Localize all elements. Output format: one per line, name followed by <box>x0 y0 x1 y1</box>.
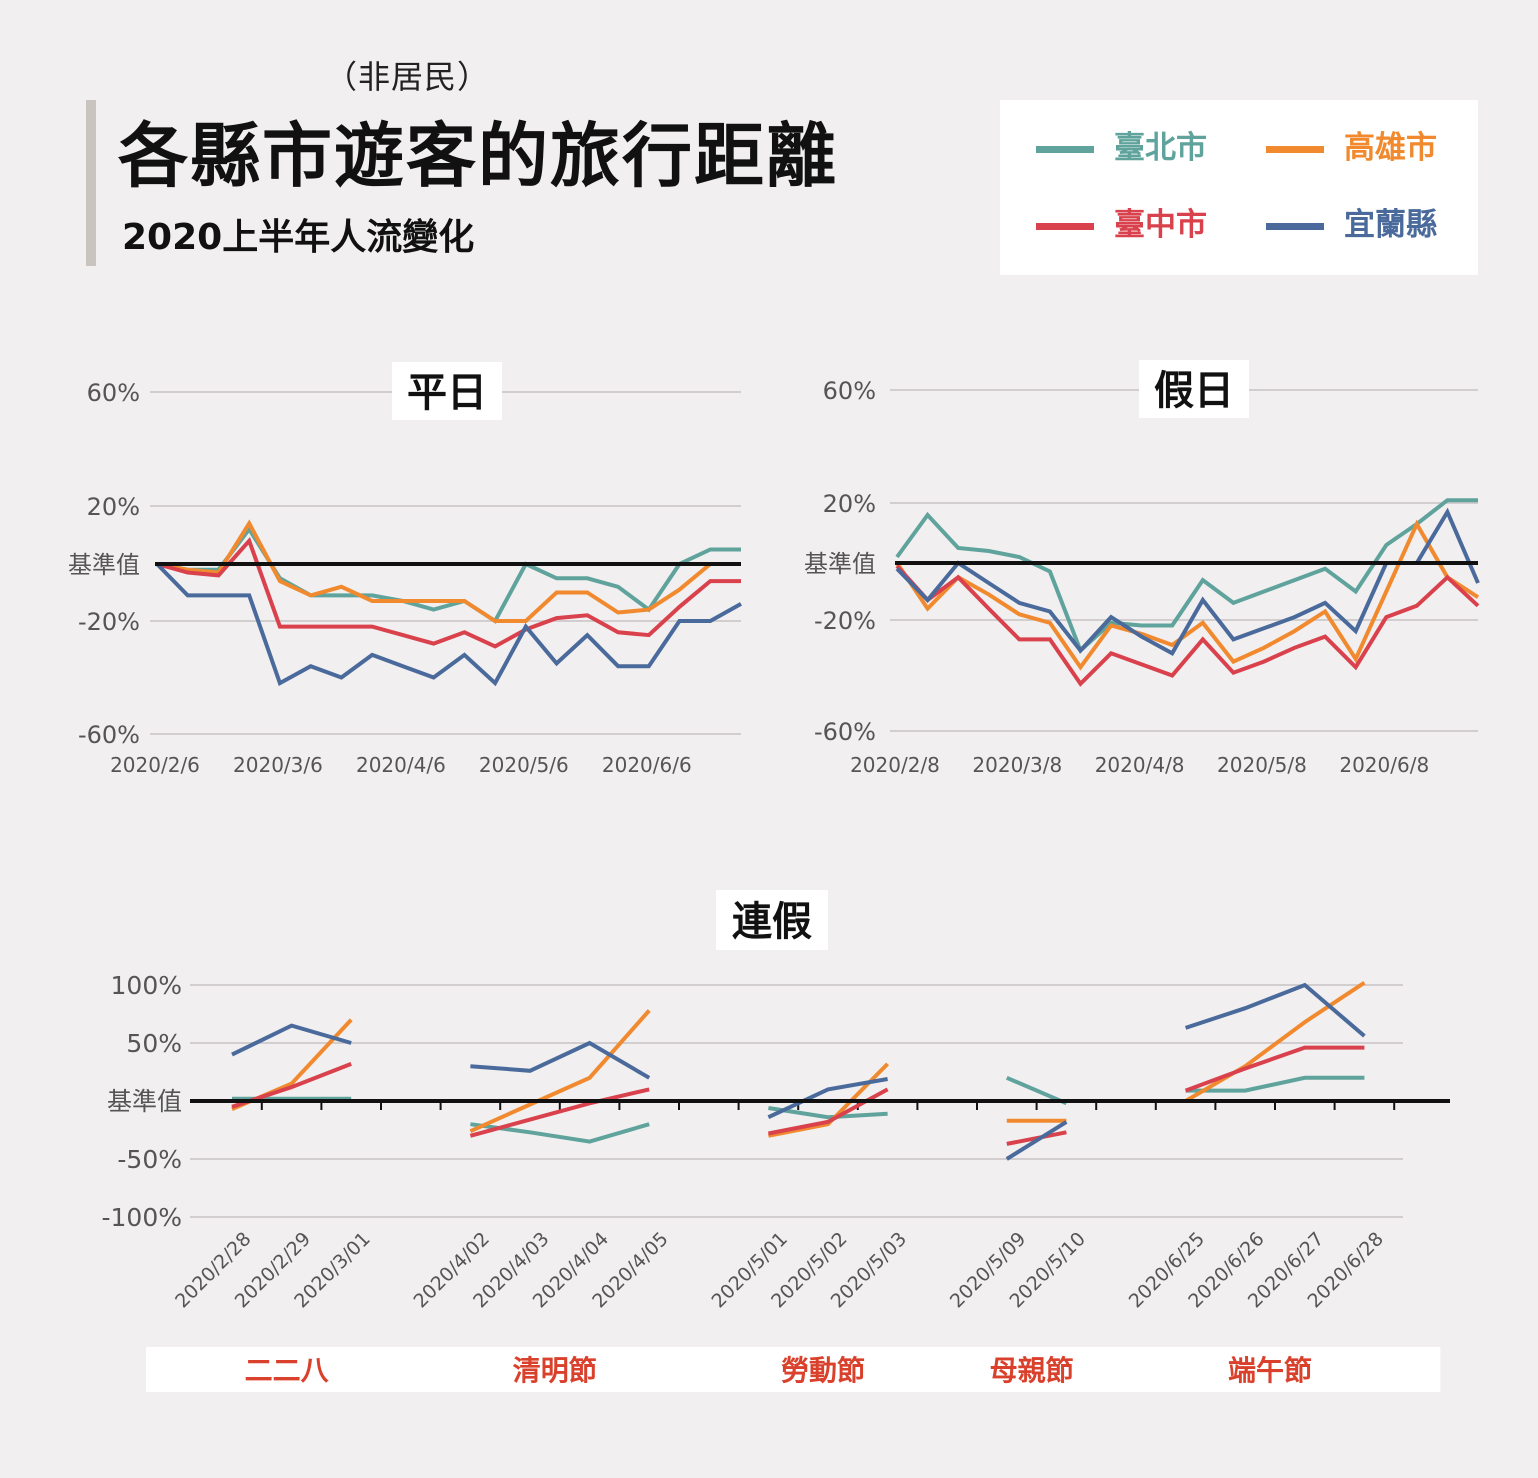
y-tick-label: 50% <box>126 1029 182 1058</box>
chart-title: 假日 <box>1154 368 1234 414</box>
y-tick-label: 基準值 <box>68 551 140 579</box>
series-line-kaohsiung <box>231 1018 353 1111</box>
series-line-kaohsiung <box>895 519 1480 671</box>
y-tick-label: -60% <box>814 718 876 746</box>
series-line-yilan <box>895 507 1480 656</box>
chart-title-box <box>1139 360 1249 418</box>
holiday-chart: 100% 50% 基準值 -50% -100%2020/2/282020/2/29202… <box>102 890 1450 1392</box>
y-tick-label: -60% <box>78 721 140 749</box>
series-line-yilan <box>1005 1120 1068 1161</box>
series-line-taichung <box>156 536 741 649</box>
x-tick-label: 2020/6/8 <box>1339 753 1429 777</box>
x-tick-label: 2020/2/6 <box>110 753 200 777</box>
legend: 臺北市 高雄市 臺中市 宜蘭縣 <box>1000 100 1478 275</box>
group-label-box <box>1099 1347 1441 1392</box>
x-tick-label: 2020/2/8 <box>850 753 940 777</box>
group-label: 清明節 <box>513 1354 597 1387</box>
y-tick-label: -20% <box>78 608 140 636</box>
series-line-taipei <box>156 525 741 624</box>
series-line-yilan <box>767 1077 888 1120</box>
x-tick-label: 2020/3/6 <box>233 753 323 777</box>
legend-label: 高雄市 <box>1344 130 1437 166</box>
x-tick-label: 2020/6/6 <box>602 753 692 777</box>
y-tick-label: -20% <box>814 607 876 635</box>
legend-label: 臺北市 <box>1114 130 1207 166</box>
legend-swatch <box>1036 146 1094 153</box>
y-tick-label: 20% <box>823 490 876 518</box>
legend-label: 臺中市 <box>1114 207 1207 243</box>
chart-title-box <box>392 362 502 420</box>
y-tick-label: 60% <box>823 377 876 405</box>
group-label: 端午節 <box>1228 1354 1312 1387</box>
series-line-yilan <box>155 562 742 687</box>
pre-title: （非居民） <box>325 58 491 96</box>
x-tick-label: 2020/3/8 <box>972 753 1062 777</box>
chart-title: 連假 <box>732 899 812 945</box>
x-tick-label: 2020/5/8 <box>1217 753 1307 777</box>
weekend-chart: 60% 20% 基準值 -20% -60% 2020/2/8 2020/3/8 2020/4/… <box>804 360 1480 777</box>
header: （非居民） 各縣市遊客的旅行距離 2020上半年人流變化 臺北市 高雄市 臺中市… <box>0 0 1538 300</box>
page-title: 各縣市遊客的旅行距離 <box>118 115 838 197</box>
chart-title-box <box>716 890 828 950</box>
series-line-yilan <box>231 1023 352 1057</box>
legend-swatch <box>1036 223 1094 230</box>
y-tick-label: 100% <box>111 971 182 1000</box>
group-label: 母親節 <box>990 1354 1074 1387</box>
group-label-box <box>682 1347 964 1392</box>
series-line-taipei <box>1185 1075 1365 1093</box>
series-line-kaohsiung <box>156 519 741 623</box>
series-line-taichung <box>1184 1045 1365 1093</box>
y-tick-label: -50% <box>117 1145 182 1174</box>
weekday-chart: 60% 20% 基準值 -20% -60% 2020/2/6 2020/3/6 2020/4/… <box>68 362 742 777</box>
group-label-box <box>146 1347 428 1392</box>
y-tick-label: 60% <box>87 379 140 407</box>
legend-swatch <box>1266 223 1324 230</box>
series-line-kaohsiung <box>1184 981 1366 1103</box>
y-tick-label: 基準值 <box>804 550 876 578</box>
y-tick-label: 基準值 <box>107 1087 182 1116</box>
legend-label: 宜蘭縣 <box>1344 207 1437 243</box>
series-line-taipei <box>768 1106 888 1120</box>
series-line-yilan <box>1184 982 1366 1038</box>
x-tick-label: 2020/5/6 <box>479 753 569 777</box>
y-tick-label: -100% <box>102 1203 183 1232</box>
group-label: 二二八 <box>245 1354 330 1387</box>
series-line-taichung <box>895 564 1480 687</box>
series-line-yilan <box>470 1040 651 1080</box>
series-line-kaohsiung <box>469 1009 651 1134</box>
x-tick-label: 2020/4/8 <box>1095 753 1185 777</box>
group-label-box <box>384 1347 726 1392</box>
page-subtitle: 2020上半年人流變化 <box>122 217 475 258</box>
group-label: 勞動節 <box>781 1354 865 1387</box>
series-line-taichung <box>469 1087 650 1138</box>
legend-swatch <box>1266 146 1324 153</box>
title-accent-bar <box>86 100 96 266</box>
x-tick-label: 2020/4/6 <box>356 753 446 777</box>
series-line-taipei <box>895 498 1478 654</box>
chart-title: 平日 <box>407 370 487 416</box>
y-tick-label: 20% <box>87 493 140 521</box>
